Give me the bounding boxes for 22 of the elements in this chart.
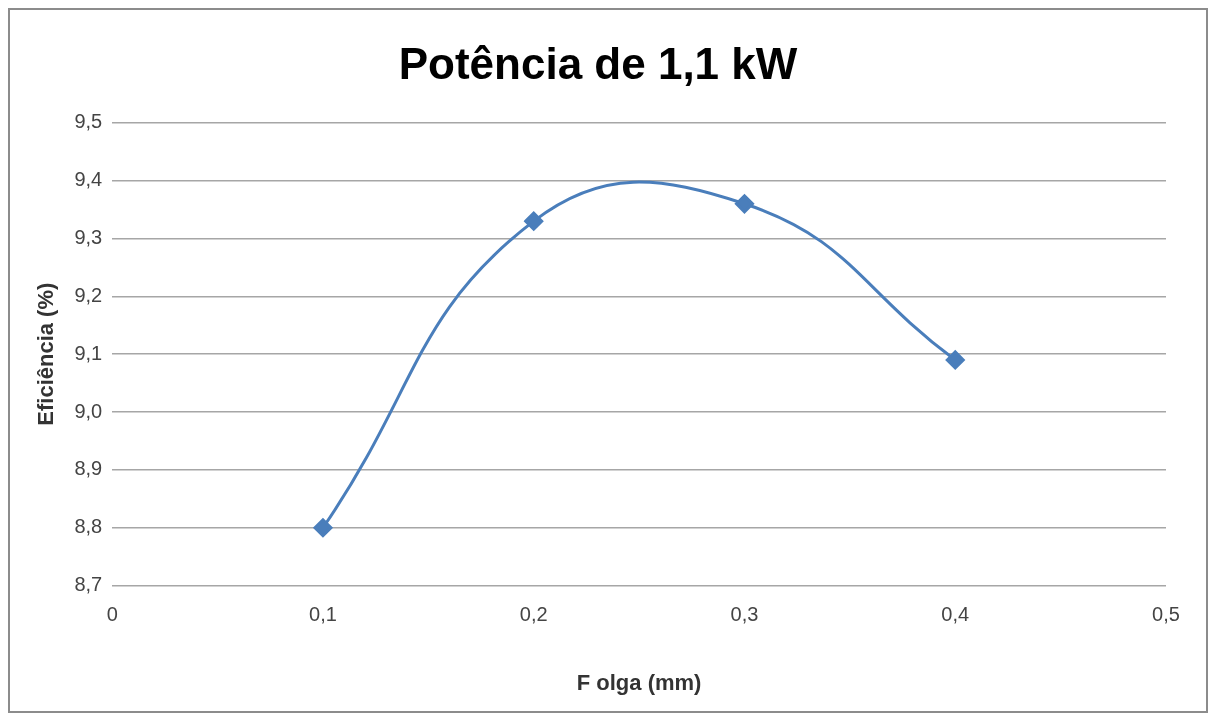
point xyxy=(524,211,544,231)
y-tick-label: 9,0 xyxy=(74,399,103,422)
y-tick-label: 8,9 xyxy=(74,457,103,480)
y-tick-label: 9,3 xyxy=(74,226,103,249)
y-tick-label: 9,5 xyxy=(74,110,103,133)
chart-title: Potência de 1,1 kW xyxy=(398,38,798,88)
x-tick-label: 0,1 xyxy=(309,603,337,626)
x-tick-label: 0,2 xyxy=(519,603,548,626)
y-tick-label: 8,7 xyxy=(74,573,103,596)
y-tick-label: 9,4 xyxy=(74,168,103,191)
point xyxy=(945,350,965,370)
x-tick-label: 0,4 xyxy=(941,603,970,626)
x-tick-label: 0,5 xyxy=(1152,603,1180,626)
point xyxy=(313,518,333,538)
x-axis-title: F olga (mm) xyxy=(576,669,702,695)
y-axis-title: Eficiência (%) xyxy=(33,282,59,426)
x-tick-label: 0,3 xyxy=(730,603,759,626)
y-tick-label: 8,8 xyxy=(74,515,103,538)
y-tick-label: 9,2 xyxy=(74,283,103,306)
point xyxy=(734,194,754,214)
x-tick-label: 0 xyxy=(106,603,118,626)
y-tick-label: 9,1 xyxy=(74,341,103,364)
